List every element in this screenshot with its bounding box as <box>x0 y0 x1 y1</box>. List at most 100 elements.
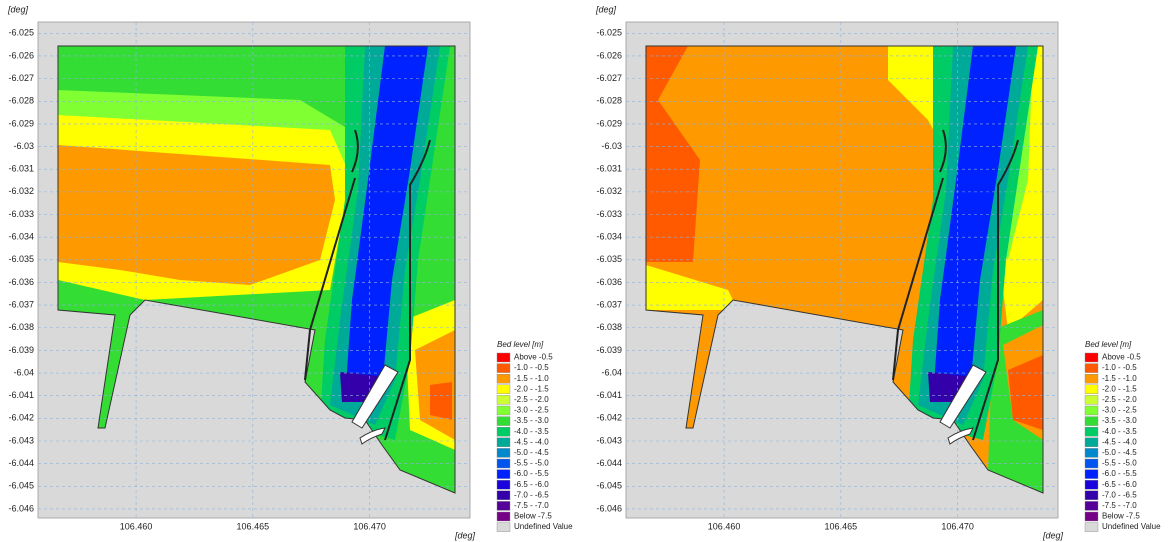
legend-label: -2.0 - -1.5 <box>1102 384 1137 393</box>
y-tick-label: -6.031 <box>8 164 34 174</box>
legend-swatch <box>497 353 510 362</box>
legend-label: -7.5 - -7.0 <box>1102 501 1137 510</box>
x-tick-label: 106.465 <box>237 521 270 531</box>
y-axis-unit: [deg] <box>595 4 617 14</box>
y-tick-label: -6.031 <box>596 164 622 174</box>
y-tick-label: -6.038 <box>8 322 34 332</box>
legend-label: Undefined Value <box>514 522 573 531</box>
legend-label: -3.5 - -3.0 <box>1102 416 1137 425</box>
legend-swatch <box>497 395 510 404</box>
legend-swatch <box>497 459 510 468</box>
x-tick-label: 106.460 <box>708 521 741 531</box>
legend-label: Below -7.5 <box>514 512 552 521</box>
legend-label: -5.5 - -5.0 <box>1102 459 1137 468</box>
legend-swatch <box>497 417 510 426</box>
figure: -6.025-6.026-6.027-6.028-6.029-6.03-6.03… <box>0 0 1172 542</box>
legend-swatch <box>497 427 510 436</box>
y-tick-label: -6.025 <box>596 28 622 38</box>
legend-swatch <box>497 374 510 383</box>
x-tick-label: 106.460 <box>120 521 153 531</box>
y-tick-label: -6.029 <box>596 118 622 128</box>
legend-swatch <box>1085 480 1098 489</box>
legend-title: Bed level [m] <box>497 340 544 349</box>
y-tick-label: -6.033 <box>8 209 34 219</box>
legend-label: Below -7.5 <box>1102 512 1140 521</box>
y-tick-label: -6.04 <box>601 367 622 377</box>
legend-swatch <box>497 501 510 510</box>
legend-swatch <box>1085 353 1098 362</box>
legend-swatch <box>1085 374 1098 383</box>
legend-swatch <box>1085 438 1098 447</box>
legend-label: -5.0 - -4.5 <box>514 448 549 457</box>
legend-label: -1.0 - -0.5 <box>514 363 549 372</box>
legend-swatch <box>1085 406 1098 415</box>
y-tick-label: -6.026 <box>596 50 622 60</box>
y-tick-label: -6.027 <box>596 73 622 83</box>
legend-label: -4.0 - -3.5 <box>514 427 549 436</box>
legend-swatch <box>1085 427 1098 436</box>
legend-label: Above -0.5 <box>514 353 553 362</box>
y-tick-label: -6.038 <box>596 322 622 332</box>
legend-swatch <box>497 448 510 457</box>
legend-label: -2.5 - -2.0 <box>514 395 549 404</box>
legend-swatch <box>497 512 510 521</box>
legend-swatch <box>497 491 510 500</box>
legend-swatch <box>497 364 510 373</box>
legend-swatch <box>497 523 510 532</box>
legend-swatch <box>497 438 510 447</box>
legend-label: -4.5 - -4.0 <box>514 437 549 446</box>
legend-label: -3.0 - -2.5 <box>514 406 549 415</box>
depth-zone <box>58 145 335 285</box>
y-tick-label: -6.041 <box>596 390 622 400</box>
y-tick-label: -6.025 <box>8 28 34 38</box>
y-tick-label: -6.045 <box>8 481 34 491</box>
legend-title: Bed level [m] <box>1085 340 1132 349</box>
y-tick-label: -6.044 <box>596 458 622 468</box>
y-tick-label: -6.046 <box>596 503 622 513</box>
y-tick-label: -6.03 <box>13 141 34 151</box>
legend-swatch <box>1085 417 1098 426</box>
y-tick-label: -6.033 <box>596 209 622 219</box>
legend-label: -6.0 - -5.5 <box>514 469 549 478</box>
legend-label: -6.5 - -6.0 <box>514 480 549 489</box>
legend-swatch <box>497 470 510 479</box>
legend-label: -7.0 - -6.5 <box>1102 490 1137 499</box>
legend-swatch <box>1085 491 1098 500</box>
legend-label: -5.5 - -5.0 <box>514 459 549 468</box>
y-axis-unit: [deg] <box>7 4 29 14</box>
y-tick-label: -6.046 <box>8 503 34 513</box>
y-tick-label: -6.034 <box>8 232 34 242</box>
legend-label: -2.5 - -2.0 <box>1102 395 1137 404</box>
legend-swatch <box>1085 523 1098 532</box>
y-tick-label: -6.037 <box>596 299 622 309</box>
y-tick-label: -6.032 <box>596 186 622 196</box>
y-tick-label: -6.043 <box>8 435 34 445</box>
legend-swatch <box>1085 395 1098 404</box>
legend-swatch <box>1085 385 1098 394</box>
depth-zone <box>430 382 452 420</box>
y-tick-label: -6.035 <box>596 254 622 264</box>
legend-swatch <box>1085 448 1098 457</box>
legend: Bed level [m]Above -0.5-1.0 - -0.5-1.5 -… <box>1085 340 1161 531</box>
y-tick-label: -6.042 <box>8 413 34 423</box>
y-tick-label: -6.039 <box>596 345 622 355</box>
x-tick-label: 106.470 <box>941 521 974 531</box>
y-tick-label: -6.037 <box>8 299 34 309</box>
legend-label: -6.0 - -5.5 <box>1102 469 1137 478</box>
y-tick-label: -6.041 <box>8 390 34 400</box>
legend-label: -5.0 - -4.5 <box>1102 448 1137 457</box>
map-panel: -6.025-6.026-6.027-6.028-6.029-6.03-6.03… <box>595 4 1161 540</box>
legend-label: Above -0.5 <box>1102 353 1141 362</box>
x-axis-unit: [deg] <box>1042 530 1064 540</box>
legend-label: Undefined Value <box>1102 522 1161 531</box>
y-tick-label: -6.044 <box>8 458 34 468</box>
legend-label: -4.0 - -3.5 <box>1102 427 1137 436</box>
legend-swatch <box>1085 501 1098 510</box>
legend-label: -6.5 - -6.0 <box>1102 480 1137 489</box>
y-tick-label: -6.042 <box>596 413 622 423</box>
legend-swatch <box>1085 459 1098 468</box>
x-tick-label: 106.465 <box>825 521 858 531</box>
legend-label: -2.0 - -1.5 <box>514 384 549 393</box>
y-tick-label: -6.036 <box>8 277 34 287</box>
legend-swatch <box>1085 470 1098 479</box>
